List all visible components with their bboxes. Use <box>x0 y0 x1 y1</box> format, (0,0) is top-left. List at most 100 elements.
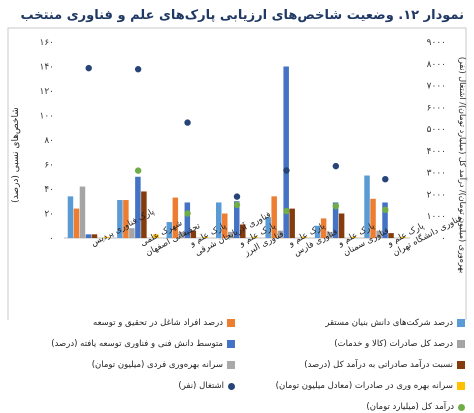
legend-swatch <box>457 319 465 327</box>
data-point <box>85 64 92 72</box>
bar <box>277 230 283 238</box>
bar <box>320 218 327 238</box>
bar <box>228 231 234 238</box>
bar <box>338 213 345 238</box>
legend-label: درصد افراد شاغل در تحقیق و توسعه <box>93 318 223 328</box>
y-left-tick-label: ۱۴۰ <box>39 63 54 73</box>
data-point <box>184 210 191 217</box>
bar <box>85 234 92 238</box>
legend-swatch <box>227 361 235 369</box>
y-right-tick-label: ۹۰۰۰ <box>427 38 446 48</box>
y-left-tick-label: ۱۲۰ <box>39 87 54 97</box>
data-point <box>382 206 389 214</box>
bar <box>400 236 406 238</box>
bar <box>123 200 129 238</box>
legend-item: نسبت درآمد صادراتی به درآمد کل (درصد) <box>304 360 465 370</box>
bar <box>172 197 179 238</box>
bar <box>222 213 228 238</box>
bar <box>332 202 339 238</box>
chart-plot: ۰ ۲۰ ۴۰ ۶۰ ۸۰ ۱۰۰ ۱۲۰ ۱۴۰ ۱۶۰ ۰ ۱۰۰۰ ۲۰۰۰ ۳۰۰۰ ۴۰۰۰ ۵۰… <box>7 27 468 320</box>
legend-item: سرانه بهره‌وری فردی (میلیون تومان) <box>92 360 235 370</box>
y-left-tick-label: ۰ <box>49 234 54 244</box>
bar <box>364 175 370 238</box>
y-left-tick-label: ۸۰ <box>44 136 54 146</box>
legend-swatch <box>457 340 465 348</box>
bar <box>129 228 135 238</box>
y-right-tick-label: ۵۰۰۰ <box>427 125 446 135</box>
legend-item: درآمد کل (میلیارد تومان) <box>366 402 465 412</box>
data-point <box>184 119 191 126</box>
bar <box>350 236 357 238</box>
chart-title: نمودار ۱۲. وضعیت شاخص‌های ارزیابی پارک‌ه… <box>20 8 464 23</box>
bar <box>265 217 271 238</box>
y-axis-left-label: شاخص‌های نسبی (درصد) <box>11 107 21 203</box>
legend-swatch <box>227 319 235 327</box>
y-left-tick-label: ۶۰ <box>44 161 54 171</box>
bar <box>178 231 185 238</box>
bar <box>135 176 141 238</box>
bar <box>314 225 321 238</box>
bar <box>103 236 110 238</box>
legend-item: درصد افراد شاغل در تحقیق و توسعه <box>93 318 235 328</box>
bar <box>301 236 307 238</box>
legend-label: درصد کل صادرات (کالا و خدمات) <box>334 339 453 349</box>
bar <box>73 208 80 238</box>
y-axis-right-label: بهره‌وری (میلیون تومان)/ درآمد کل (میلیا… <box>458 57 468 273</box>
bar <box>289 208 295 238</box>
y-left-tick-label: ۴۰ <box>44 185 54 195</box>
bar <box>190 230 197 238</box>
legend-item: درصد کل صادرات (کالا و خدمات) <box>334 339 465 349</box>
legend-label: سرانه بهره‌وری فردی (میلیون تومان) <box>91 360 223 370</box>
y-right-tick-label: ۱۰۰۰ <box>427 212 446 222</box>
bar <box>79 186 86 238</box>
y-right-tick-label: ۴۰۰۰ <box>427 147 446 157</box>
y-right-tick-label: ۲۰۰۰ <box>427 190 446 200</box>
bar <box>202 236 209 238</box>
legend-swatch <box>457 382 465 390</box>
data-point <box>283 167 290 174</box>
bar <box>91 234 98 238</box>
data-point <box>134 167 142 174</box>
legend-swatch <box>227 340 235 348</box>
legend-label: نسبت درآمد صادراتی به درآمد کل (درصد) <box>304 360 453 370</box>
legend-item: درصد شرکت‌های دانش بنیان مستقر <box>325 318 465 328</box>
bar <box>153 234 159 238</box>
legend-label: متوسط دانش فنی و فناوری توسعه یافته (درص… <box>51 339 223 349</box>
y-right-tick-label: ۸۰۰۰ <box>427 60 446 70</box>
y-left-tick-label: ۱۶۰ <box>39 38 54 48</box>
data-point <box>332 202 340 210</box>
legend-label: درآمد کل (میلیارد تومان) <box>366 402 454 412</box>
bar <box>141 191 147 238</box>
y-right-tick-label: ۰ <box>441 234 446 244</box>
legend-swatch <box>457 361 465 369</box>
data-point <box>233 201 241 209</box>
bar <box>216 202 222 238</box>
legend-item: متوسط دانش فنی و فناوری توسعه یافته (درص… <box>51 339 235 349</box>
data-point <box>332 162 340 170</box>
bar <box>234 201 240 238</box>
legend-label: درصد شرکت‌های دانش بنیان مستقر <box>325 318 453 328</box>
y-right-tick-label: ۶۰۰۰ <box>427 103 446 113</box>
bar <box>252 236 258 238</box>
bar <box>117 200 123 238</box>
legend-marker <box>228 382 235 390</box>
legend-item: اشتغال (نفر) <box>178 381 235 391</box>
y-left-tick-label: ۱۰۰ <box>39 112 54 122</box>
data-point <box>134 66 142 73</box>
bar <box>271 196 277 238</box>
bar <box>184 202 191 238</box>
legend-label: اشتغال (نفر) <box>178 381 224 391</box>
data-point <box>233 193 241 200</box>
legend-marker <box>458 403 465 411</box>
bar <box>326 231 333 238</box>
bar <box>382 202 388 238</box>
y-right-tick-label: ۳۰۰۰ <box>427 169 446 179</box>
y-left-tick-label: ۲۰ <box>44 210 54 220</box>
bar <box>376 230 382 238</box>
chart-legend: درصد شرکت‌های دانش بنیان مستقر درصد افراد… <box>20 318 465 412</box>
bar <box>240 224 246 238</box>
legend-label: سرانه بهره وری در صادرات (معادل میلیون ت… <box>275 381 453 391</box>
bar <box>283 66 289 238</box>
